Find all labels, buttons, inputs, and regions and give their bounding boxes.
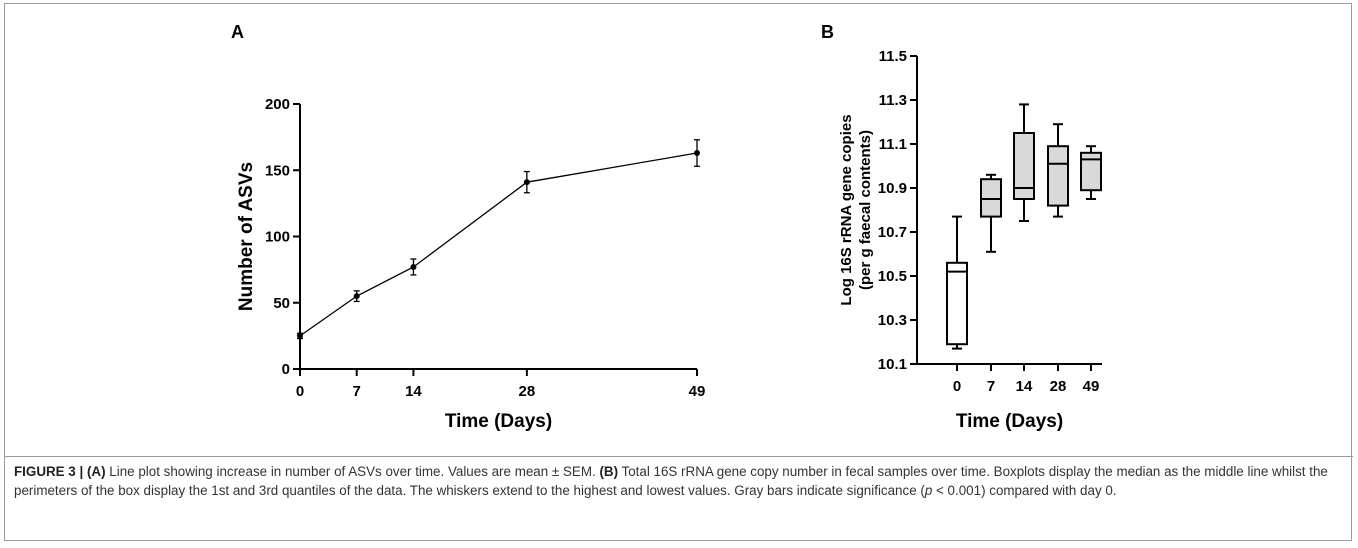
x-tick-label-a: 14 (405, 383, 422, 400)
caption-divider (5, 456, 1353, 457)
caption-a-label: (A) (86, 464, 106, 479)
x-tick-label-a: 7 (353, 383, 361, 400)
y-tick-label-b: 10.7 (878, 224, 907, 241)
x-tick-label-a: 0 (296, 383, 304, 400)
data-point-a (410, 263, 417, 270)
caption-b-text-2: < 0.001) compared with day 0. (932, 483, 1117, 498)
x-tick-label-b: 14 (1016, 378, 1033, 395)
data-point-a (523, 179, 530, 186)
figure-frame (4, 3, 1352, 541)
x-tick-label-a: 28 (519, 383, 536, 400)
chart-b: 10.1 10.3 10.5 10.7 10.9 11.1 11.3 11.5 0 7 14 28 49… (838, 48, 1102, 432)
data-point-a (297, 332, 303, 339)
caption-b-label: (B) (599, 464, 619, 479)
box-b (1080, 151, 1102, 192)
y-tick-label-b: 10.9 (878, 180, 907, 197)
x-axis-title-a: Time (Days) (445, 411, 552, 432)
y-tick-label-a: 0 (282, 361, 290, 378)
panel-label-b: B (821, 22, 834, 42)
y-tick-label-a: 150 (265, 162, 290, 179)
y-tick-label-b: 10.3 (878, 312, 907, 329)
panel-label-a: A (231, 22, 244, 42)
x-tick-label-b: 7 (987, 378, 995, 395)
box-b (1047, 145, 1069, 207)
y-tick-label-b: 11.5 (879, 48, 907, 65)
x-tick-label-b: 0 (953, 378, 961, 395)
caption-figure-label: FIGURE 3 | (14, 464, 84, 479)
box-b (946, 261, 968, 346)
x-tick-label-b: 28 (1050, 378, 1067, 395)
box-b (980, 178, 1002, 218)
figure-svg: A B 0 50 100 150 200 0 7 14 28 49 Time (Days) Numbe… (231, 22, 1102, 432)
caption-p-symbol: p (924, 483, 933, 498)
y-tick-label-b: 11.1 (879, 136, 907, 153)
x-axis-title-b: Time (Days) (956, 411, 1063, 432)
y-tick-label-a: 200 (265, 96, 290, 113)
caption-b-text-1: Total 16S rRNA gene copy number in fecal… (14, 464, 1328, 498)
y-axis-title-a: Number of ASVs (236, 162, 257, 311)
y-tick-label-a: 50 (273, 295, 290, 312)
x-tick-label-a: 49 (689, 383, 706, 400)
y-tick-label-a: 100 (265, 229, 290, 246)
caption-a-text: Line plot showing increase in number of … (105, 464, 600, 479)
y-axis-title-b-line2: (per g faecal contents) (857, 130, 874, 290)
y-tick-label-b: 10.1 (878, 356, 907, 373)
y-tick-label-b: 11.3 (879, 92, 907, 109)
y-axis-title-b: Log 16S rRNA gene copies (838, 114, 855, 305)
figure-caption: FIGURE 3 | (A) Line plot showing increas… (14, 462, 1348, 500)
data-point-a (353, 293, 360, 300)
chart-a: 0 50 100 150 200 0 7 14 28 49 Time (Days) Number of… (236, 96, 705, 432)
x-tick-label-b: 49 (1083, 378, 1100, 395)
series-line-a (299, 152, 698, 337)
data-point-a (694, 150, 700, 157)
y-tick-label-b: 10.5 (878, 268, 907, 285)
box-b (1013, 132, 1035, 200)
